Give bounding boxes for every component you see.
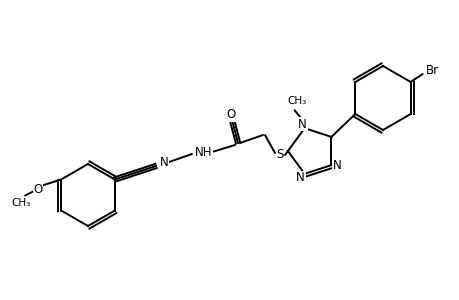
Text: N: N	[296, 171, 304, 184]
Text: NH: NH	[195, 146, 212, 160]
Text: N: N	[159, 155, 168, 169]
Text: Br: Br	[425, 64, 438, 76]
Text: CH₃: CH₃	[286, 96, 306, 106]
Text: CH₃: CH₃	[11, 197, 31, 208]
Text: O: O	[34, 183, 43, 196]
Text: N: N	[332, 159, 341, 172]
Text: S: S	[276, 148, 283, 161]
Text: O: O	[226, 109, 235, 122]
Text: N: N	[297, 118, 306, 131]
